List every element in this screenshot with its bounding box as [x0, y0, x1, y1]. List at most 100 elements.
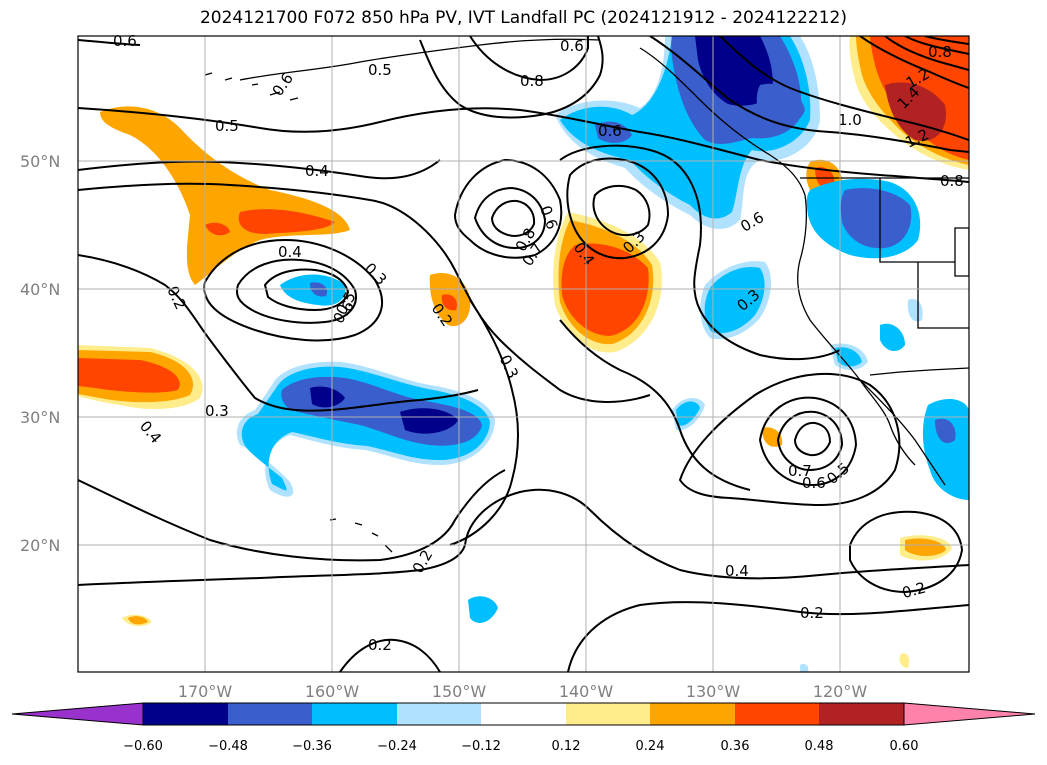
- contour-line: [235, 258, 357, 324]
- colorbar-segment: [228, 703, 312, 725]
- contour-line: [449, 299, 519, 546]
- colorbar-segment: [312, 703, 397, 725]
- colorbar-tick-label: 0.60: [890, 739, 919, 754]
- colorbar-segment: [566, 703, 650, 725]
- shade-blue: [835, 347, 862, 367]
- colorbar-tick-label: −0.60: [123, 739, 163, 754]
- contour-label: 0.8: [520, 72, 544, 90]
- contour-label: 0.5: [368, 61, 392, 79]
- contour-line: [78, 254, 479, 412]
- contour-line: [469, 36, 589, 82]
- shade-red: [205, 222, 230, 236]
- colorbar-tick-label: −0.48: [208, 739, 248, 754]
- shade-red: [238, 209, 335, 234]
- shade-orange: [905, 538, 946, 556]
- colorbar: −0.60 −0.48 −0.36 −0.24 −0.12 0.12 0.24 …: [11, 702, 1036, 754]
- contour-line: [78, 182, 651, 403]
- pv-shading: [78, 36, 969, 672]
- contour-label: 0.6: [598, 122, 622, 140]
- colorbar-tick-label: 0.24: [636, 739, 665, 754]
- contour-line: [567, 601, 969, 672]
- shade-darkred: [885, 82, 946, 141]
- contour-line: [592, 184, 651, 237]
- shade-orange: [100, 106, 350, 285]
- colorbar-segment: [143, 703, 228, 725]
- shade-lightblue: [800, 663, 809, 672]
- shade-medblue: [840, 188, 912, 249]
- contour-label: 0.6: [802, 474, 826, 492]
- contour-line: [78, 39, 141, 46]
- contour-label: 0.3: [205, 402, 229, 420]
- lon-label: 120°W: [813, 682, 868, 701]
- contour-label: 0.2: [900, 578, 928, 602]
- contour-line: [78, 159, 441, 180]
- shade-blue: [704, 266, 765, 334]
- contour-line: [776, 410, 844, 472]
- contour-label: 0.4: [278, 243, 302, 261]
- hawaii: [329, 518, 393, 553]
- coastline-baja: [859, 379, 916, 466]
- contour-label: 0.2: [409, 547, 437, 577]
- shade-orange: [762, 427, 783, 447]
- lat-label: 20°N: [20, 536, 60, 555]
- shade-lightblue: [907, 299, 923, 322]
- contour-label: 0.8: [928, 43, 952, 61]
- contour-label: 0.2: [800, 604, 824, 622]
- shade-blue: [676, 401, 700, 426]
- colorbar-arrow-high: [903, 702, 1036, 726]
- colorbar-tick-label: −0.24: [377, 739, 417, 754]
- colorbar-segment: [735, 703, 819, 725]
- contour-label: 0.7: [788, 462, 812, 480]
- coastline-aleutians: [204, 72, 299, 101]
- colorbar-tick-label: 0.48: [805, 739, 834, 754]
- lon-label: 130°W: [686, 682, 741, 701]
- shade-blue: [468, 596, 498, 623]
- contour-label: 0.4: [305, 162, 329, 180]
- contour-label: 0.4: [136, 417, 165, 447]
- shade-medblue: [595, 121, 632, 143]
- contour-line: [78, 488, 969, 586]
- colorbar-segment: [650, 703, 735, 725]
- contour-line: [678, 372, 901, 507]
- contour-line: [559, 144, 841, 361]
- contour-line: [904, 36, 969, 55]
- lat-label: 50°N: [20, 152, 60, 171]
- contour-label: 0.6: [737, 208, 767, 236]
- coastlines: [204, 38, 969, 553]
- contour-line: [78, 107, 969, 183]
- lon-label: 160°W: [305, 682, 360, 701]
- map-title: 2024121700 F072 850 hPa PV, IVT Landfall…: [199, 8, 847, 28]
- contour-line: [473, 186, 547, 250]
- contour-label: 0.6: [560, 37, 584, 55]
- shade-blue: [922, 398, 969, 500]
- contour-label: 0.5: [823, 459, 853, 488]
- coastline-westcoast: [797, 194, 946, 486]
- contour-label: 0.2: [368, 636, 392, 654]
- contour-line: [78, 469, 506, 562]
- gridlines: [78, 36, 969, 672]
- shade-red: [441, 294, 458, 311]
- contour-line: [453, 158, 563, 259]
- contour-label: 0.6: [113, 32, 137, 50]
- contour-line: [649, 36, 969, 153]
- lat-label: 40°N: [20, 280, 60, 299]
- colorbar-arrow-low: [11, 702, 144, 726]
- contour-label: 0.4: [725, 562, 749, 580]
- colorbar-segment: [397, 703, 481, 725]
- border-us-mexico: [869, 367, 969, 376]
- shade-medblue: [756, 83, 805, 126]
- contour-line: [849, 510, 964, 594]
- contour-label: 1.0: [838, 111, 862, 129]
- lon-label: 170°W: [178, 682, 233, 701]
- shade-medblue: [935, 418, 956, 444]
- contour-line: [419, 36, 604, 119]
- shade-red: [78, 358, 180, 393]
- shade-blue: [880, 323, 905, 352]
- contour-line: [566, 157, 670, 260]
- colorbar-tick-label: −0.12: [461, 739, 501, 754]
- coastline-bc: [639, 47, 806, 196]
- colorbar-segment: [481, 703, 566, 725]
- shade-darkblue: [400, 408, 458, 434]
- shade-orange: [128, 616, 148, 625]
